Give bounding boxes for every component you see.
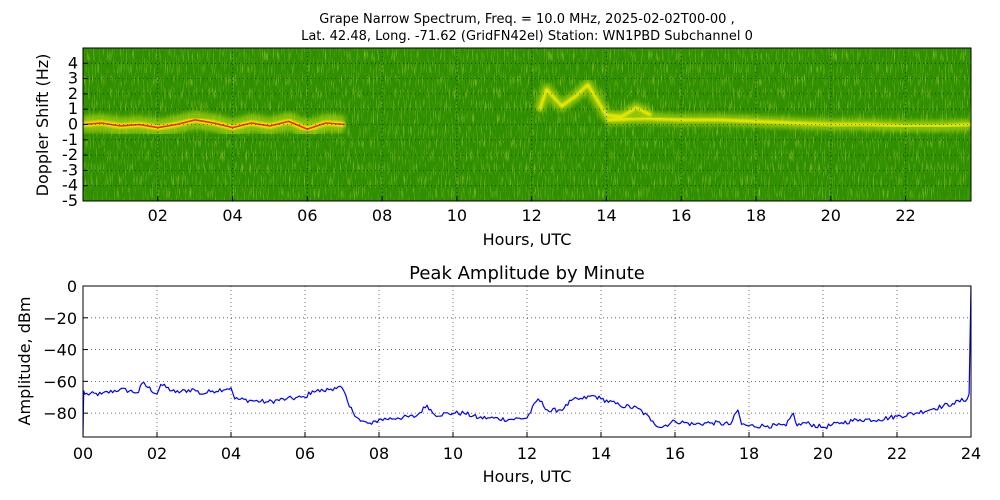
amplitude-x-tick-label: 08 xyxy=(369,444,389,463)
amplitude-x-tick-label: 22 xyxy=(887,444,907,463)
spectrogram-y-tick-label: 4 xyxy=(68,53,78,72)
spectrogram-x-tick-label: 18 xyxy=(746,206,766,225)
amplitude-x-tick-label: 00 xyxy=(73,444,93,463)
spectrogram-trace xyxy=(606,116,971,128)
amplitude-y-tick-label: −80 xyxy=(43,404,77,423)
amplitude-y-tick-label: 0 xyxy=(67,277,77,296)
spectrogram-x-tick-label: 16 xyxy=(671,206,691,225)
spectrogram-trace xyxy=(537,83,652,119)
spectrogram-x-tick-label: 22 xyxy=(895,206,915,225)
amplitude-x-tick-label: 10 xyxy=(443,444,463,463)
spectrogram-y-tick-label: -5 xyxy=(62,191,78,210)
chart-title-line-1: Grape Narrow Spectrum, Freq. = 10.0 MHz,… xyxy=(319,12,735,27)
spectrogram-x-axis-label: Hours, UTC xyxy=(483,230,572,249)
amplitude-x-tick-label: 12 xyxy=(517,444,537,463)
spectrogram-y-tick-label: -4 xyxy=(62,176,78,195)
spectrogram-x-tick-label: 20 xyxy=(821,206,841,225)
spectrogram-y-tick-label: 3 xyxy=(68,69,78,88)
amplitude-chart-title: Peak Amplitude by Minute xyxy=(409,263,645,284)
amplitude-x-tick-label: 16 xyxy=(665,444,685,463)
spectrogram-peak-trace xyxy=(83,119,345,130)
amplitude-x-tick-label: 24 xyxy=(961,444,981,463)
amplitude-x-axis-label: Hours, UTC xyxy=(483,467,572,486)
amplitude-x-tick-label: 04 xyxy=(221,444,241,463)
amplitude-y-tick-label: −40 xyxy=(43,341,77,360)
amplitude-x-tick-label: 14 xyxy=(591,444,611,463)
spectrogram-x-tick-label: 10 xyxy=(447,206,467,225)
spectrogram-y-axis-label: Doppler Shift (Hz) xyxy=(33,54,52,197)
spectrogram-y-tick-label: -3 xyxy=(62,160,78,179)
amplitude-plot-area xyxy=(83,286,971,437)
amplitude-series-line xyxy=(83,286,971,436)
spectrogram-y-tick-label: 0 xyxy=(68,115,78,134)
amplitude-y-axis-label: Amplitude, dBm xyxy=(15,297,34,426)
spectrogram-y-tick-label: -2 xyxy=(62,145,78,164)
amplitude-y-tick-label: −60 xyxy=(43,372,77,391)
amplitude-y-tick-label: −20 xyxy=(43,309,77,328)
chart-title-line-2: Lat. 42.48, Long. -71.62 (GridFN42el) St… xyxy=(301,29,753,44)
spectrogram-y-tick-label: -1 xyxy=(62,130,78,149)
spectrogram-x-tick-label: 04 xyxy=(222,206,242,225)
spectrogram-x-tick-label: 06 xyxy=(297,206,317,225)
spectrogram-y-tick-label: 2 xyxy=(68,84,78,103)
amplitude-x-tick-label: 02 xyxy=(147,444,167,463)
spectrogram-y-tick-label: 1 xyxy=(68,99,78,118)
amplitude-panel: Peak Amplitude by Minute 00 02 04 06 08 10 12 1… xyxy=(15,263,981,486)
amplitude-x-tick-label: 18 xyxy=(739,444,759,463)
spectrogram-x-tick-label: 02 xyxy=(148,206,168,225)
spectrogram-x-tick-label: 12 xyxy=(521,206,541,225)
spectrogram-x-tick-label: 08 xyxy=(372,206,392,225)
amplitude-x-tick-label: 20 xyxy=(813,444,833,463)
spectrogram-x-tick-label: 14 xyxy=(596,206,616,225)
amplitude-x-tick-label: 06 xyxy=(295,444,315,463)
